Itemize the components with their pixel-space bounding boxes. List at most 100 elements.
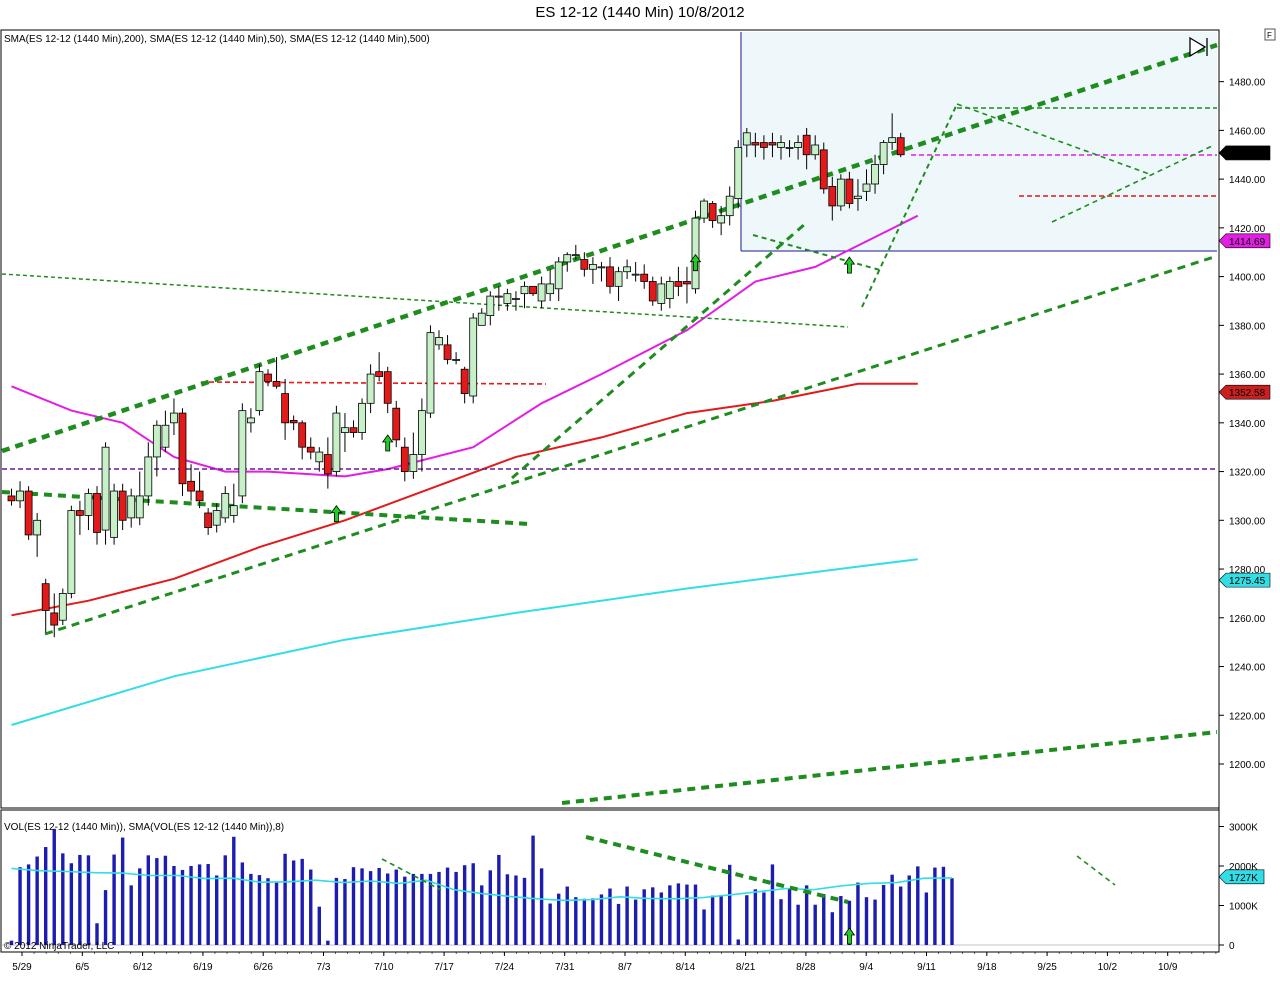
volume-bar bbox=[813, 904, 817, 945]
candle bbox=[819, 142, 828, 194]
candle bbox=[84, 488, 93, 531]
candle bbox=[332, 405, 341, 477]
candle-down-body bbox=[828, 186, 837, 207]
volume-bar bbox=[103, 890, 108, 945]
volume-bar bbox=[309, 869, 313, 945]
volume-bar bbox=[351, 867, 356, 945]
volume-bar bbox=[138, 868, 142, 945]
volume-marker-tag bbox=[1218, 869, 1265, 885]
volume-bar bbox=[437, 871, 441, 945]
candle-down-body bbox=[460, 368, 469, 394]
volume-bar bbox=[899, 886, 903, 945]
volume-bar bbox=[18, 867, 22, 945]
candle-up-body bbox=[734, 147, 743, 200]
f-button[interactable]: F bbox=[1264, 28, 1276, 41]
candle bbox=[101, 442, 110, 545]
volume-bar bbox=[796, 904, 800, 945]
candle-up-body bbox=[170, 412, 178, 424]
volume-bar bbox=[86, 855, 91, 945]
volume-bar bbox=[941, 866, 946, 945]
volume-bar bbox=[557, 893, 561, 945]
volume-bar bbox=[787, 888, 792, 945]
candle bbox=[16, 481, 24, 509]
candle bbox=[298, 420, 307, 460]
price-marker-label: 1352.58 bbox=[1229, 388, 1266, 399]
volume-bar bbox=[52, 828, 56, 945]
date-tick-label: 5/29 bbox=[12, 962, 32, 973]
volume-bar bbox=[659, 892, 663, 945]
price-marker-tag bbox=[1218, 145, 1271, 161]
steep-ascending-trendline bbox=[511, 222, 806, 480]
price-marker: 1414.69 bbox=[1218, 233, 1271, 249]
candle-up-body bbox=[358, 402, 366, 433]
candle-up-body bbox=[785, 147, 794, 149]
price-axis: 1200.00 1220.00 1240.00 1260.00 1280.00 1300.… bbox=[1219, 78, 1266, 771]
f-button-label: F bbox=[1267, 31, 1272, 40]
volume-bar bbox=[394, 869, 398, 945]
date-tick-label: 7/24 bbox=[495, 962, 515, 973]
candle bbox=[33, 512, 42, 557]
candle bbox=[349, 420, 358, 438]
candle bbox=[306, 437, 315, 460]
candle-down-body bbox=[24, 490, 33, 536]
volume-bar bbox=[685, 884, 689, 945]
candle-up-body bbox=[315, 451, 324, 463]
price-tick-label: 1360.00 bbox=[1229, 370, 1266, 381]
volume-bar bbox=[736, 939, 740, 945]
volume-bar bbox=[488, 870, 492, 945]
volume-bar bbox=[693, 884, 698, 945]
candle bbox=[845, 171, 854, 209]
volume-bar bbox=[172, 866, 176, 945]
buy-arrow-icon bbox=[843, 256, 856, 274]
candle-up-body bbox=[110, 490, 118, 538]
volume-bar bbox=[599, 894, 604, 945]
range-box-fill bbox=[741, 32, 1217, 251]
volume-bar bbox=[745, 895, 749, 945]
candle bbox=[768, 132, 777, 158]
candle bbox=[836, 174, 845, 211]
candle-up-body bbox=[794, 142, 802, 148]
candle bbox=[674, 266, 683, 297]
volume-bar bbox=[300, 858, 304, 945]
candle bbox=[187, 464, 195, 501]
candle bbox=[691, 210, 700, 294]
price-legend: SMA(ES 12-12 (1440 Min),200), SMA(ES 12-… bbox=[4, 34, 430, 45]
candle bbox=[486, 291, 495, 326]
candle bbox=[272, 357, 281, 389]
candle-up-body bbox=[862, 183, 871, 192]
price-tick-label: 1240.00 bbox=[1229, 663, 1266, 674]
candle-up-body bbox=[665, 281, 674, 299]
volume-bar bbox=[728, 864, 732, 945]
candle bbox=[563, 252, 572, 272]
price-tick-label: 1440.00 bbox=[1229, 175, 1266, 186]
candle-down-body bbox=[443, 344, 452, 360]
candle bbox=[358, 398, 366, 440]
candle bbox=[152, 420, 161, 477]
candle bbox=[246, 408, 255, 433]
candle-down-body bbox=[349, 427, 358, 433]
candle bbox=[631, 261, 640, 282]
candle-down-body bbox=[896, 137, 905, 156]
volume-bar bbox=[78, 854, 82, 945]
volume-bar bbox=[616, 903, 621, 945]
candle-up-body bbox=[366, 373, 375, 404]
price-tick-label: 1260.00 bbox=[1229, 614, 1266, 625]
candle bbox=[751, 132, 760, 158]
candle bbox=[460, 366, 469, 404]
candle bbox=[366, 364, 375, 414]
candle bbox=[221, 486, 230, 523]
candle bbox=[683, 266, 691, 304]
volume-bar bbox=[35, 856, 39, 945]
volume-bar bbox=[856, 882, 860, 945]
volume-bar bbox=[890, 874, 894, 945]
play-forward-icon[interactable] bbox=[1189, 36, 1208, 58]
candle-down-body bbox=[819, 149, 828, 190]
candle bbox=[341, 413, 349, 453]
candle bbox=[323, 437, 332, 489]
candle-up-body bbox=[520, 285, 529, 295]
candle-up-body bbox=[332, 412, 341, 472]
candle bbox=[118, 483, 127, 531]
volume-bar bbox=[223, 855, 227, 945]
candle-up-body bbox=[888, 137, 897, 143]
